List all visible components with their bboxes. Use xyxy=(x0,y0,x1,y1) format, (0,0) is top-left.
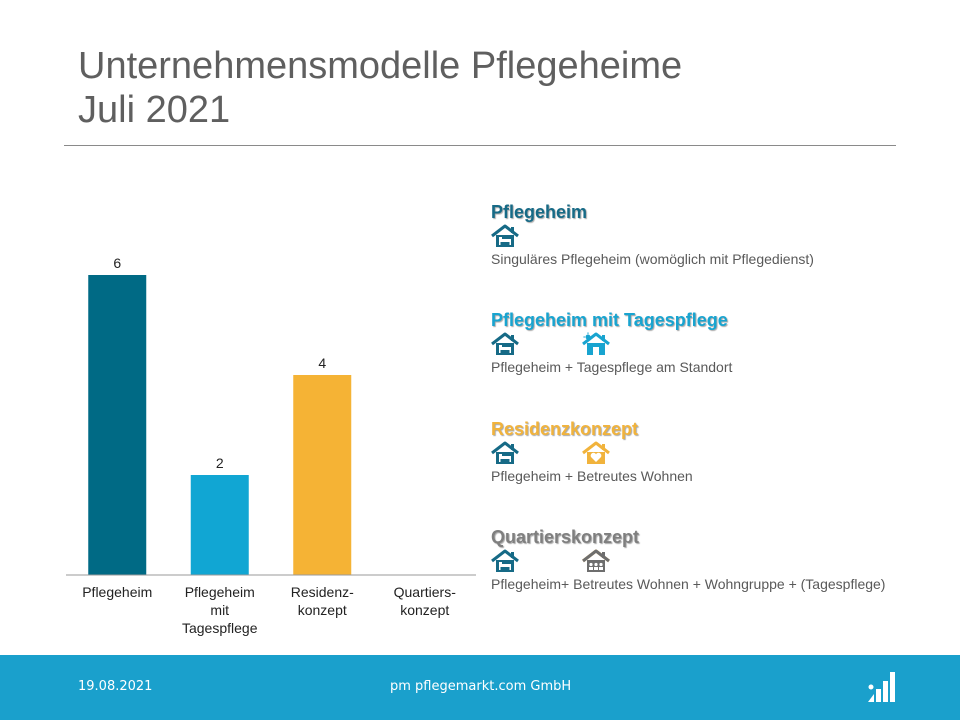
footer-company: pm pflegemarkt.com GmbH xyxy=(390,679,572,694)
footer-bar: 19.08.2021 pm pflegemarkt.com GmbH xyxy=(0,655,960,720)
slide-title-line2: Juli 2021 xyxy=(78,89,231,131)
slide-title-line1: Unternehmensmodelle Pflegeheime xyxy=(78,45,683,87)
category-label-1: Pflegeheim xyxy=(82,584,152,600)
legend-icons xyxy=(491,549,911,575)
bar-2 xyxy=(190,475,249,575)
bar-3 xyxy=(293,375,352,575)
legend-description: Singuläres Pflegeheim (womöglich mit Pfl… xyxy=(491,251,814,267)
category-label-3: Residenz-konzept xyxy=(291,584,354,618)
legend-description: Pflegeheim + Tagespflege am Standort xyxy=(491,359,733,375)
slide-title: Unternehmensmodelle Pflegeheime Juli 202… xyxy=(78,44,682,132)
house-bed-icon xyxy=(491,332,519,355)
legend-title: Residenzkonzept xyxy=(491,419,639,439)
legend-item-1: Pflegeheim Singuläres Pflegeheim (womögli… xyxy=(491,200,911,268)
house-bed-icon xyxy=(491,549,519,572)
legend-title: Pflegeheim xyxy=(491,202,588,222)
category-label-2: Pflegeheim mit Tagespflege xyxy=(182,584,258,636)
bar-chart: 6 Pflegeheim 2 Pflegeheim mit Tagespflege 4 Res… xyxy=(66,255,476,636)
data-label-2: 2 xyxy=(216,455,224,471)
legend-icons xyxy=(491,332,911,358)
legend-title: Quartierskonzept xyxy=(491,527,640,547)
house-bed-icon xyxy=(491,441,519,464)
category-label-4: Quartiers-konzept xyxy=(394,584,457,618)
bar-1 xyxy=(88,275,147,575)
legend-item-3: Residenzkonzept Pflegeheim + Betreutes Wo… xyxy=(491,417,911,485)
legend-title: Pflegeheim mit Tagespflege xyxy=(491,310,728,330)
footer-date: 19.08.2021 xyxy=(78,679,153,694)
legend-icons xyxy=(491,441,911,467)
legend-description: Pflegeheim+ Betreutes Wohnen + Wohngrupp… xyxy=(491,576,886,592)
house-people-icon xyxy=(582,549,610,572)
house-sun-icon xyxy=(582,332,610,355)
legend-description: Pflegeheim + Betreutes Wohnen xyxy=(491,468,693,484)
legend-item-2: Pflegeheim mit Tagespflege Pflegeheim + T… xyxy=(491,308,911,376)
house-bed-icon xyxy=(491,224,519,247)
pflegemarkt-logo-icon xyxy=(868,672,895,702)
legend-item-4: Quartierskonzept Pflegeheim+ Betreutes Wo… xyxy=(491,525,911,593)
house-heart-icon xyxy=(582,441,610,464)
data-label-1: 6 xyxy=(113,255,121,271)
data-label-3: 4 xyxy=(318,355,326,371)
title-divider xyxy=(64,145,896,146)
legend-icons xyxy=(491,224,911,250)
